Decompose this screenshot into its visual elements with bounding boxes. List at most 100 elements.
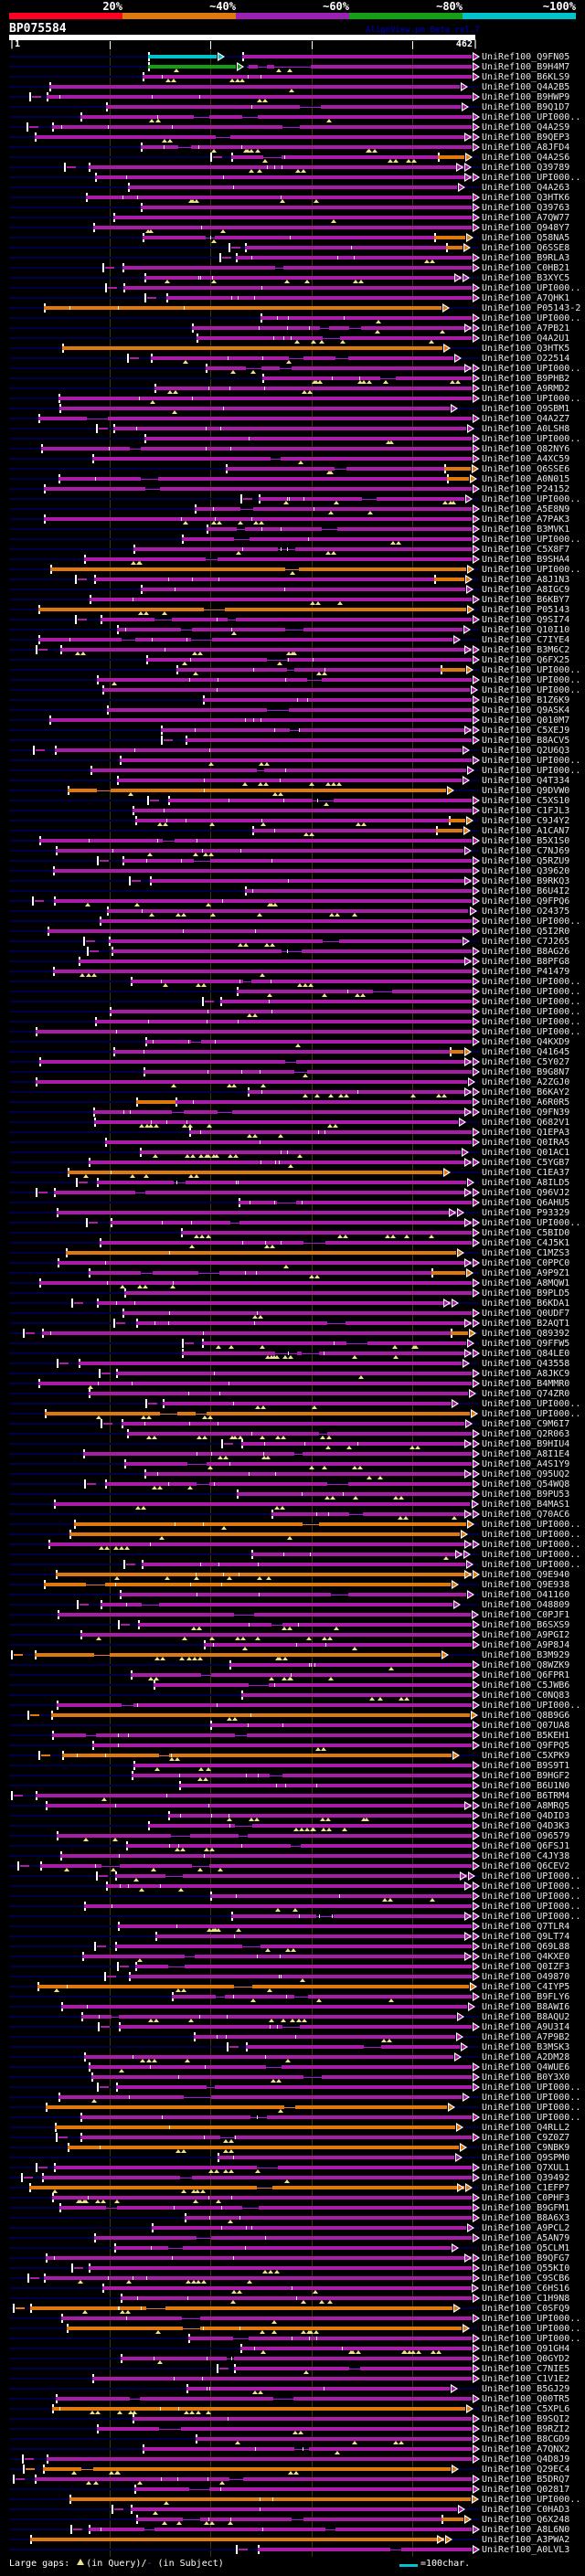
alignment-row[interactable]: UniRef100_UPI000.. xyxy=(0,2103,585,2113)
row-label[interactable]: UniRef100_A8MQW1 xyxy=(482,1278,570,1288)
alignment-row[interactable]: UniRef100_Q9FN05 xyxy=(0,52,585,62)
row-label[interactable]: UniRef100_Q6X248 xyxy=(482,2515,570,2525)
alignment-row[interactable]: UniRef100_Q6X248 xyxy=(0,2515,585,2525)
alignment-row[interactable]: UniRef100_B4MAS1 xyxy=(0,1500,585,1510)
alignment-row[interactable]: UniRef100_C4J5K1 xyxy=(0,1238,585,1248)
row-label[interactable]: UniRef100_Q8B9G6 xyxy=(482,1711,570,1721)
alignment-row[interactable]: UniRef100_B3M929 xyxy=(0,1650,585,1660)
alignment-row[interactable]: UniRef100_UPI000.. xyxy=(0,2083,585,2093)
row-label[interactable]: UniRef100_A9P8J4 xyxy=(482,1640,570,1650)
alignment-row[interactable]: UniRef100_UPI000.. xyxy=(0,756,585,766)
alignment-row[interactable]: UniRef100_B3XYC5 xyxy=(0,273,585,283)
row-label[interactable]: UniRef100_B9PLD5 xyxy=(482,1288,570,1299)
row-label[interactable]: UniRef100_B9SHA4 xyxy=(482,555,570,565)
alignment-row[interactable]: UniRef100_A9P8J4 xyxy=(0,1640,585,1650)
row-label[interactable]: UniRef100_P24152 xyxy=(482,484,570,494)
alignment-row[interactable]: UniRef100_UPI000.. xyxy=(0,1520,585,1530)
row-label[interactable]: UniRef100_C0PPC0 xyxy=(482,1258,570,1268)
alignment-row[interactable]: UniRef100_C1EA37 xyxy=(0,1168,585,1178)
alignment-row[interactable]: UniRef100_Q9E940 xyxy=(0,1570,585,1580)
alignment-row[interactable]: UniRef100_B5X1S0 xyxy=(0,836,585,846)
row-label[interactable]: UniRef100_Q82NY6 xyxy=(482,444,570,454)
row-label[interactable]: UniRef100_Q5CLM1 xyxy=(482,2243,570,2253)
alignment-row[interactable]: UniRef100_Q82NY6 xyxy=(0,444,585,454)
row-label[interactable]: UniRef100_C5XS10 xyxy=(482,796,570,806)
row-label[interactable]: UniRef100_Q7XUL1 xyxy=(482,2163,570,2173)
row-label[interactable]: UniRef100_P93329 xyxy=(482,1208,570,1218)
alignment-row[interactable]: UniRef100_B9QFG7 xyxy=(0,2253,585,2263)
row-label[interactable]: UniRef100_UPI000.. xyxy=(482,112,581,122)
alignment-row[interactable]: UniRef100_C0SFQ9 xyxy=(0,2304,585,2314)
alignment-row[interactable]: UniRef100_B9Q1D7 xyxy=(0,102,585,112)
row-label[interactable]: UniRef100_Q0GYD2 xyxy=(482,2354,570,2364)
row-label[interactable]: UniRef100_A1CAN7 xyxy=(482,826,570,836)
alignment-row[interactable]: UniRef100_A9PCL2 xyxy=(0,2223,585,2233)
alignment-row[interactable]: UniRef100_Q6FX25 xyxy=(0,655,585,665)
row-label[interactable]: UniRef100_Q4DID3 xyxy=(482,1811,570,1821)
row-label[interactable]: UniRef100_B3M929 xyxy=(482,1650,570,1660)
alignment-row[interactable]: UniRef100_Q9LT74 xyxy=(0,1932,585,1942)
alignment-row[interactable]: UniRef100_A0N015 xyxy=(0,474,585,484)
alignment-row[interactable]: UniRef100_Q4KXE0 xyxy=(0,1952,585,1962)
alignment-row[interactable]: UniRef100_C1EFP7 xyxy=(0,2183,585,2193)
row-label[interactable]: UniRef100_Q5RZU9 xyxy=(482,856,570,866)
alignment-row[interactable]: UniRef100_Q0IZF3 xyxy=(0,1962,585,1972)
alignment-row[interactable]: UniRef100_B0Y3X0 xyxy=(0,2072,585,2083)
row-label[interactable]: UniRef100_A8MRQ5 xyxy=(482,1801,570,1811)
row-label[interactable]: UniRef100_UPI000.. xyxy=(482,1409,581,1419)
row-label[interactable]: UniRef100_B9SQI2 xyxy=(482,2414,570,2424)
alignment-row[interactable]: UniRef100_Q69L88 xyxy=(0,1942,585,1952)
alignment-row[interactable]: UniRef100_B6TRM4 xyxy=(0,1791,585,1801)
row-label[interactable]: UniRef100_O96579 xyxy=(482,1831,570,1841)
row-label[interactable]: UniRef100_A0LVL3 xyxy=(482,2545,570,2555)
row-label[interactable]: UniRef100_A7QW77 xyxy=(482,213,570,223)
row-label[interactable]: UniRef100_UPI000.. xyxy=(482,2314,581,2324)
alignment-row[interactable]: UniRef100_Q9ASK4 xyxy=(0,705,585,716)
row-label[interactable]: UniRef100_C9SCB6 xyxy=(482,2274,570,2284)
row-label[interactable]: UniRef100_UPI000.. xyxy=(482,2324,581,2334)
alignment-row[interactable]: UniRef100_B8A6X3 xyxy=(0,2213,585,2223)
row-label[interactable]: UniRef100_Q5I2R0 xyxy=(482,927,570,937)
row-label[interactable]: UniRef100_Q948Y7 xyxy=(482,223,570,233)
row-label[interactable]: UniRef100_Q95UQ2 xyxy=(482,1469,570,1479)
alignment-row[interactable]: UniRef100_Q9DVW0 xyxy=(0,786,585,796)
alignment-row[interactable]: UniRef100_Q2U6Q3 xyxy=(0,746,585,756)
alignment-row[interactable]: UniRef100_B6U4I2 xyxy=(0,886,585,896)
alignment-row[interactable]: UniRef100_Q010M7 xyxy=(0,716,585,726)
row-label[interactable]: UniRef100_UPI000.. xyxy=(482,1007,581,1017)
row-label[interactable]: UniRef100_A7P9B2 xyxy=(482,2032,570,2042)
alignment-row[interactable]: UniRef100_C4IYP5 xyxy=(0,1982,585,1992)
alignment-row[interactable]: UniRef100_Q4RLL2 xyxy=(0,2123,585,2133)
alignment-row[interactable]: UniRef100_C4JY38 xyxy=(0,1851,585,1861)
alignment-row[interactable]: UniRef100_UPI000.. xyxy=(0,1912,585,1922)
row-label[interactable]: UniRef100_B0Y3X0 xyxy=(482,2072,570,2083)
row-label[interactable]: UniRef100_A7QHK1 xyxy=(482,293,570,303)
alignment-row[interactable]: UniRef100_UPI000.. xyxy=(0,394,585,404)
row-label[interactable]: UniRef100_B2AQT1 xyxy=(482,1319,570,1329)
row-label[interactable]: UniRef100_UPI000.. xyxy=(482,1399,581,1409)
alignment-row[interactable]: UniRef100_Q0GYD2 xyxy=(0,2354,585,2364)
row-label[interactable]: UniRef100_O49870 xyxy=(482,1972,570,1982)
alignment-row[interactable]: UniRef100_P41479 xyxy=(0,967,585,977)
alignment-row[interactable]: UniRef100_UPI000.. xyxy=(0,2113,585,2123)
alignment-row[interactable]: UniRef100_O48809 xyxy=(0,1600,585,1610)
row-label[interactable]: UniRef100_UPI000.. xyxy=(482,2495,581,2505)
row-label[interactable]: UniRef100_A5E8N9 xyxy=(482,504,570,514)
alignment-row[interactable]: UniRef100_Q7XUL1 xyxy=(0,2163,585,2173)
alignment-row[interactable]: UniRef100_B9H4M7 xyxy=(0,62,585,72)
alignment-row[interactable]: UniRef100_Q948Y7 xyxy=(0,223,585,233)
row-label[interactable]: UniRef100_UPI000.. xyxy=(482,364,581,374)
row-label[interactable]: UniRef100_B9GFM1 xyxy=(482,2203,570,2213)
row-label[interactable]: UniRef100_UPI000.. xyxy=(482,565,581,575)
alignment-row[interactable]: UniRef100_A9PGI2 xyxy=(0,1630,585,1640)
row-label[interactable]: UniRef100_B3MSK3 xyxy=(482,2042,570,2052)
alignment-row[interactable]: UniRef100_UPI000.. xyxy=(0,1871,585,1882)
row-label[interactable]: UniRef100_A0LSH8 xyxy=(482,424,570,434)
alignment-row[interactable]: UniRef100_A8IGC9 xyxy=(0,585,585,595)
row-label[interactable]: UniRef100_UPI000.. xyxy=(482,756,581,766)
row-label[interactable]: UniRef100_B9FLY6 xyxy=(482,1992,570,2002)
alignment-row[interactable]: UniRef100_UPI000.. xyxy=(0,1882,585,1892)
row-label[interactable]: UniRef100_Q4A2B5 xyxy=(482,82,570,92)
row-label[interactable]: UniRef100_Q9DVW0 xyxy=(482,786,570,796)
alignment-row[interactable]: UniRef100_C0PHF3 xyxy=(0,2193,585,2203)
